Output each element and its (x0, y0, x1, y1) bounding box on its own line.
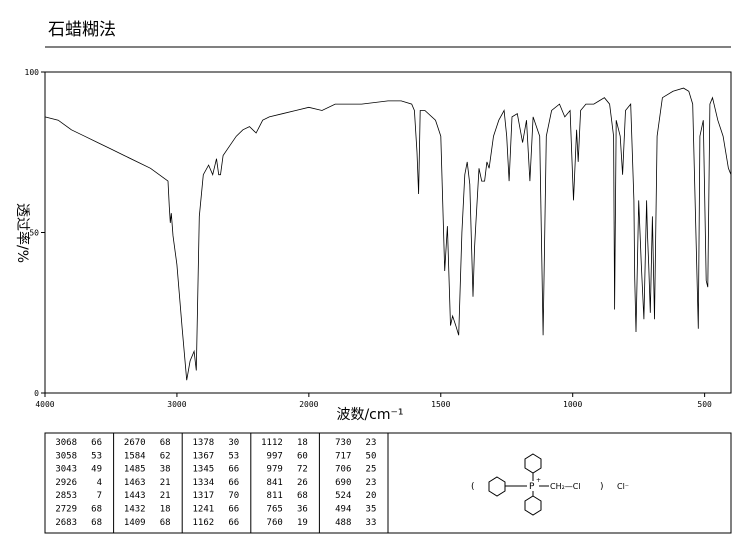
x-tick-label: 1000 (563, 400, 582, 409)
cell-wavenumber: 730 (335, 438, 351, 448)
cell-wavenumber: 1162 (193, 518, 215, 528)
cell-transmittance: 66 (228, 478, 239, 488)
cell-wavenumber: 488 (335, 518, 351, 528)
structure (488, 453, 549, 516)
cell-transmittance: 68 (297, 491, 308, 501)
cell-transmittance: 21 (160, 478, 171, 488)
cell-transmittance: 30 (228, 438, 239, 448)
cell-transmittance: 33 (366, 518, 377, 528)
cell-transmittance: 23 (366, 438, 377, 448)
cell-wavenumber: 3058 (55, 451, 77, 461)
cell-transmittance: 26 (297, 478, 308, 488)
x-axis-label: 波数/cm⁻¹ (336, 407, 403, 423)
cell-wavenumber: 1112 (261, 438, 283, 448)
cell-transmittance: 36 (297, 505, 308, 515)
cell-wavenumber: 2683 (55, 518, 77, 528)
cell-transmittance: 35 (366, 505, 377, 515)
cell-transmittance: 7 (97, 491, 102, 501)
cell-transmittance: 68 (160, 438, 171, 448)
cell-transmittance: 20 (366, 491, 377, 501)
cell-transmittance: 60 (297, 451, 308, 461)
cell-wavenumber: 2926 (55, 478, 77, 488)
cell-wavenumber: 2670 (124, 438, 146, 448)
cell-wavenumber: 706 (335, 465, 351, 475)
cell-transmittance: 4 (97, 478, 102, 488)
plot-frame (44, 71, 732, 394)
cell-wavenumber: 3068 (55, 438, 77, 448)
cell-transmittance: 18 (160, 505, 171, 515)
cell-wavenumber: 1485 (124, 465, 146, 475)
x-tick-label: 4000 (35, 400, 54, 409)
cell-wavenumber: 690 (335, 478, 351, 488)
cell-transmittance: 23 (366, 478, 377, 488)
cell-transmittance: 66 (228, 465, 239, 475)
cell-transmittance: 53 (91, 451, 102, 461)
cell-wavenumber: 765 (267, 505, 283, 515)
cell-wavenumber: 1378 (193, 438, 215, 448)
ring (524, 495, 542, 516)
cell-wavenumber: 841 (267, 478, 283, 488)
cell-wavenumber: 979 (267, 465, 283, 475)
cell-wavenumber: 2853 (55, 491, 77, 501)
cell-wavenumber: 2729 (55, 505, 77, 515)
cell-wavenumber: 1409 (124, 518, 146, 528)
cell-wavenumber: 1443 (124, 491, 146, 501)
cell-wavenumber: 1345 (193, 465, 215, 475)
cell-transmittance: 18 (297, 438, 308, 448)
cell-transmittance: 68 (91, 505, 102, 515)
anion: Cl⁻ (617, 482, 629, 491)
x-tick-label: 2000 (299, 400, 318, 409)
cell-transmittance: 49 (91, 465, 102, 475)
cell-transmittance: 66 (91, 438, 102, 448)
bracket: ( (471, 482, 475, 492)
y-axis-label: 透过率/% (14, 203, 31, 263)
cell-wavenumber: 811 (267, 491, 283, 501)
y-tick-label: 0 (34, 389, 39, 398)
cell-transmittance: 53 (228, 451, 239, 461)
charge: + (536, 477, 541, 484)
cell-transmittance: 70 (228, 491, 239, 501)
cell-transmittance: 62 (160, 451, 171, 461)
cell-transmittance: 38 (160, 465, 171, 475)
ring (524, 453, 542, 474)
cell-transmittance: 19 (297, 518, 308, 528)
cell-wavenumber: 1432 (124, 505, 146, 515)
cell-wavenumber: 997 (267, 451, 283, 461)
cell-wavenumber: 1584 (124, 451, 146, 461)
cell-wavenumber: 1367 (193, 451, 215, 461)
cell-wavenumber: 3043 (55, 465, 77, 475)
cell-wavenumber: 717 (335, 451, 351, 461)
group: CH₂—Cl (550, 482, 581, 491)
cell-transmittance: 68 (160, 518, 171, 528)
spectrum-line (44, 87, 732, 381)
cell-transmittance: 68 (91, 518, 102, 528)
cell-wavenumber: 524 (335, 491, 351, 501)
x-tick-label: 3000 (167, 400, 186, 409)
y-tick-label: 100 (25, 68, 40, 77)
cell-wavenumber: 494 (335, 505, 351, 515)
cell-wavenumber: 1334 (193, 478, 215, 488)
cell-transmittance: 66 (228, 518, 239, 528)
cell-transmittance: 72 (297, 465, 308, 475)
cell-wavenumber: 1463 (124, 478, 146, 488)
cell-transmittance: 66 (228, 505, 239, 515)
y-tick-label: 50 (29, 229, 39, 238)
cell-wavenumber: 1241 (193, 505, 215, 515)
ring (488, 476, 506, 497)
cell-transmittance: 50 (366, 451, 377, 461)
cell-wavenumber: 1317 (193, 491, 215, 501)
atom: P (529, 482, 535, 492)
cell-wavenumber: 760 (267, 518, 283, 528)
x-tick-label: 1500 (431, 400, 450, 409)
cell-transmittance: 21 (160, 491, 171, 501)
title: 石蜡糊法 (48, 20, 116, 40)
cell-transmittance: 25 (366, 465, 377, 475)
x-tick-label: 500 (697, 400, 712, 409)
bracket: ) (600, 482, 604, 492)
